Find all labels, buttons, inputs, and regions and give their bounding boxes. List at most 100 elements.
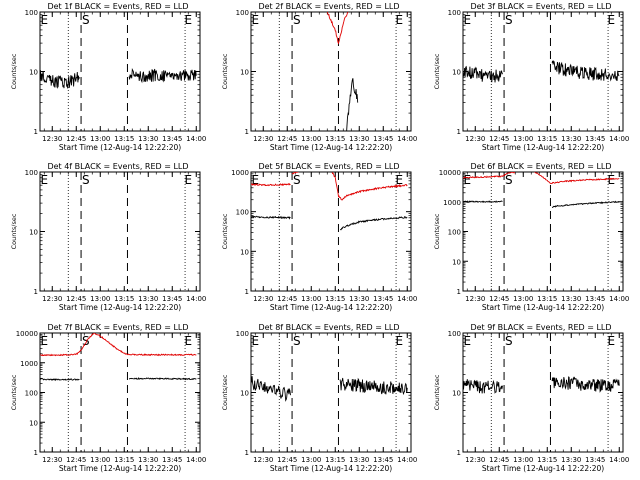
events-series-line-seg-0 [40,378,80,382]
marker-label-e: E [463,13,471,27]
y-tick-label: 10 [240,69,249,77]
marker-label-s: S [505,173,513,187]
chart-title: Det 4f BLACK = Events, RED = LLD [47,162,188,171]
x-tick-label: 12:30 [253,135,273,143]
x-tick-label: 13:45 [585,295,605,303]
x-tick-label: 12:30 [253,456,273,464]
y-tick-label: 1000 [20,360,38,368]
x-tick-label: 13:30 [561,135,581,143]
x-tick-label: 13:00 [90,295,110,303]
plot-frame [462,332,624,453]
x-tick-label: 13:30 [138,135,158,143]
marker-label-e: E [607,334,615,348]
events-series-line-seg-0 [40,70,80,89]
plot-frame [250,11,412,132]
y-axis-label: Counts/sec [221,53,229,89]
x-tick-label: 14:00 [397,456,417,464]
x-tick-label: 13:15 [537,135,557,143]
marker-label-e: E [184,334,192,348]
lld-series-line-seg-0 [463,172,516,179]
x-tick-label: 12:45 [489,456,509,464]
x-tick-label: 13:15 [537,456,557,464]
x-tick-label: 12:30 [465,135,485,143]
y-tick-label: 100 [25,390,38,398]
x-tick-label: 13:00 [301,135,321,143]
x-tick-label: 13:15 [325,295,345,303]
marker-label-e: E [40,13,48,27]
lld-series-line-seg-2 [331,172,408,201]
x-tick-label: 13:00 [301,295,321,303]
y-tick-label: 10 [29,419,38,427]
chart-panel-5: Det 5f BLACK = Events, RED = LLD E E S 1 10 10… [221,162,417,312]
events-series-line-seg-1 [339,377,408,396]
events-series-line-seg-1 [339,216,408,231]
marker-label-e: E [395,334,403,348]
plot-frame [39,171,201,292]
x-tick-label: 13:45 [373,456,393,464]
x-tick-label: 13:45 [373,135,393,143]
plot-frame [250,171,412,292]
x-tick-label: 13:30 [349,135,369,143]
x-tick-label: 13:15 [325,135,345,143]
plot-frame [462,171,624,292]
marker-label-e: E [184,173,192,187]
y-axis-label: Counts/sec [221,374,229,410]
y-axis-label: Counts/sec [10,213,18,249]
x-axis-label: Start Time (12-Aug-14 12:22:20) [482,303,604,312]
x-tick-label: 13:45 [162,135,182,143]
y-axis-label: Counts/sec [221,213,229,249]
x-axis-label: Start Time (12-Aug-14 12:22:20) [270,143,392,152]
chart-panel-2: Det 2f BLACK = Events, RED = LLD E E S 1 10 10… [221,2,417,152]
marker-label-e: E [395,173,403,187]
x-tick-label: 14:00 [609,456,629,464]
x-tick-label: 13:00 [90,135,110,143]
x-tick-label: 12:45 [66,295,86,303]
y-tick-label: 1 [34,449,38,457]
chart-title: Det 1f BLACK = Events, RED = LLD [47,2,188,11]
x-axis-label: Start Time (12-Aug-14 12:22:20) [59,464,181,473]
x-axis-label: Start Time (12-Aug-14 12:22:20) [482,143,604,152]
x-tick-label: 14:00 [186,295,206,303]
marker-label-e: E [607,13,615,27]
x-tick-label: 12:30 [465,456,485,464]
lld-series-line-seg-0 [251,182,291,187]
chart-title: Det 9f BLACK = Events, RED = LLD [470,323,611,332]
marker-label-s: S [82,173,90,187]
x-tick-label: 13:45 [162,456,182,464]
x-tick-label: 12:45 [66,456,86,464]
y-tick-label: 1 [245,288,249,296]
marker-label-s: S [293,173,301,187]
x-tick-label: 12:45 [489,295,509,303]
x-tick-label: 12:45 [277,456,297,464]
y-tick-label: 10 [240,248,249,256]
x-tick-label: 14:00 [397,135,417,143]
y-tick-label: 100 [25,9,38,17]
x-tick-label: 12:30 [253,295,273,303]
y-axis-label: Counts/sec [433,53,441,89]
y-tick-label: 1000 [231,169,249,177]
x-tick-label: 12:45 [277,295,297,303]
x-tick-label: 14:00 [186,135,206,143]
chart-title: Det 6f BLACK = Events, RED = LLD [470,162,611,171]
chart-panel-3: Det 3f BLACK = Events, RED = LLD E E S 1 10 10… [433,2,629,152]
x-tick-label: 12:45 [277,135,297,143]
x-tick-label: 13:00 [513,295,533,303]
x-tick-label: 14:00 [609,135,629,143]
x-tick-label: 13:45 [373,295,393,303]
lld-series-line-seg-0 [40,333,197,357]
x-tick-label: 12:45 [489,135,509,143]
y-tick-label: 1 [457,128,461,136]
x-tick-label: 14:00 [609,295,629,303]
y-tick-label: 100 [236,9,249,17]
events-series-line-seg-0 [251,215,291,220]
y-tick-label: 10 [29,229,38,237]
x-tick-label: 13:45 [162,295,182,303]
y-tick-label: 10 [452,69,461,77]
y-axis-label: Counts/sec [10,374,18,410]
marker-label-e: E [395,13,403,27]
y-tick-label: 100 [236,209,249,217]
y-tick-label: 1000 [443,199,461,207]
x-tick-label: 13:15 [114,295,134,303]
y-axis-label: Counts/sec [433,374,441,410]
